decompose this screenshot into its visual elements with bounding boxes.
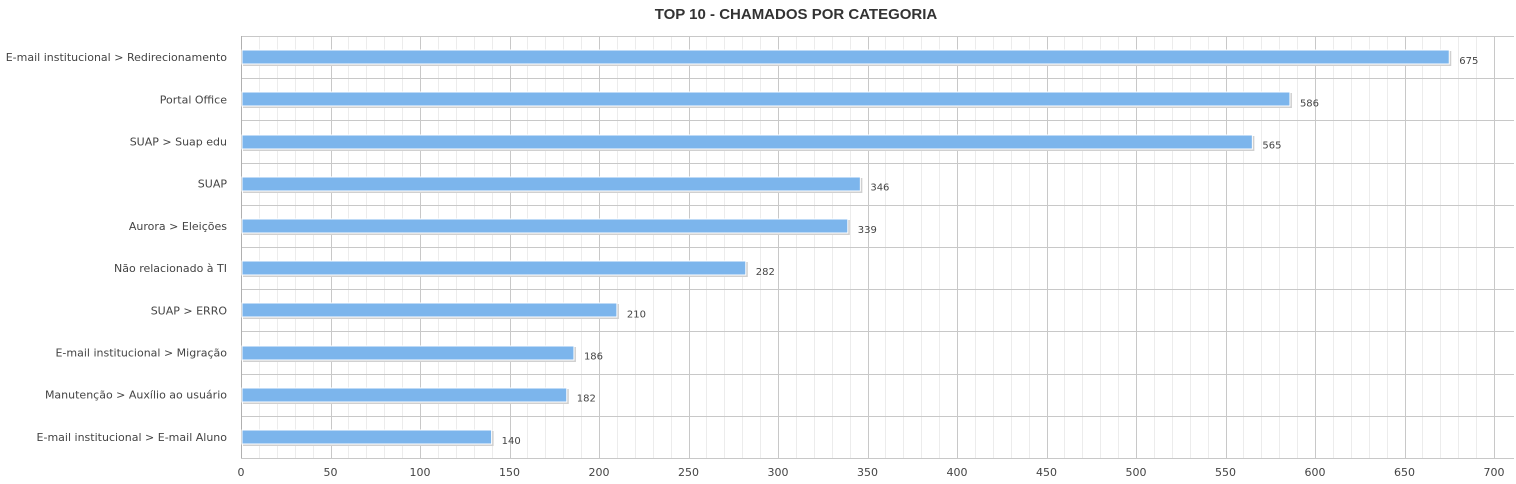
data-label: 339 xyxy=(858,225,877,236)
category-label: Portal Office xyxy=(160,93,227,106)
bar[interactable] xyxy=(241,49,1450,65)
category-label: SUAP > ERRO xyxy=(151,304,228,317)
category-label: E-mail institucional > Redirecionamento xyxy=(6,51,228,64)
data-label: 140 xyxy=(502,436,521,447)
data-label: 182 xyxy=(577,394,596,405)
data-label: 282 xyxy=(756,267,775,278)
bar[interactable] xyxy=(241,302,618,318)
value-labels: 675 586 565 346 339 282 210 186 182 140 xyxy=(502,56,1479,447)
category-labels: E-mail institucional > Redirecionamento P… xyxy=(6,51,228,444)
bar[interactable] xyxy=(241,260,747,276)
data-label: 565 xyxy=(1262,141,1281,152)
x-tick-label: 700 xyxy=(1484,466,1505,479)
x-tick-label: 0 xyxy=(238,466,245,479)
bar[interactable] xyxy=(241,387,568,403)
category-label: SUAP > Suap edu xyxy=(130,136,227,149)
x-tick-label: 550 xyxy=(1215,466,1236,479)
x-tick-label: 600 xyxy=(1305,466,1326,479)
category-label: Manutenção > Auxílio ao usuário xyxy=(45,389,227,402)
bar[interactable] xyxy=(241,429,493,445)
x-tick-label: 350 xyxy=(857,466,878,479)
bar[interactable] xyxy=(241,176,861,192)
category-label: E-mail institucional > E-mail Aluno xyxy=(37,431,228,444)
x-tick-label: 400 xyxy=(947,466,968,479)
x-tick-label: 100 xyxy=(410,466,431,479)
data-label: 210 xyxy=(627,309,646,320)
x-tick-label: 300 xyxy=(768,466,789,479)
x-tick-label: 450 xyxy=(1036,466,1057,479)
x-axis-tick-labels: 0 50 100 150 200 250 300 350 400 450 500 550 600 650 7… xyxy=(238,466,1505,479)
bars xyxy=(241,49,1452,446)
category-label: E-mail institucional > Migração xyxy=(55,347,227,360)
bar[interactable] xyxy=(241,134,1253,150)
bar[interactable] xyxy=(241,218,849,234)
data-label: 586 xyxy=(1300,98,1319,109)
x-tick-label: 500 xyxy=(1126,466,1147,479)
x-tick-label: 200 xyxy=(589,466,610,479)
chart-title: TOP 10 - CHAMADOS POR CATEGORIA xyxy=(655,6,938,23)
bar[interactable] xyxy=(241,91,1291,107)
data-label: 186 xyxy=(584,352,603,363)
x-tick-label: 50 xyxy=(324,466,338,479)
category-label: SUAP xyxy=(198,178,228,191)
data-label: 346 xyxy=(870,183,889,194)
category-label: Aurora > Eleições xyxy=(129,220,227,233)
x-tick-label: 150 xyxy=(499,466,520,479)
x-tick-label: 250 xyxy=(678,466,699,479)
category-label: Não relacionado à TI xyxy=(114,262,227,275)
bar[interactable] xyxy=(241,345,575,361)
x-tick-label: 650 xyxy=(1394,466,1415,479)
data-label: 675 xyxy=(1459,56,1478,67)
